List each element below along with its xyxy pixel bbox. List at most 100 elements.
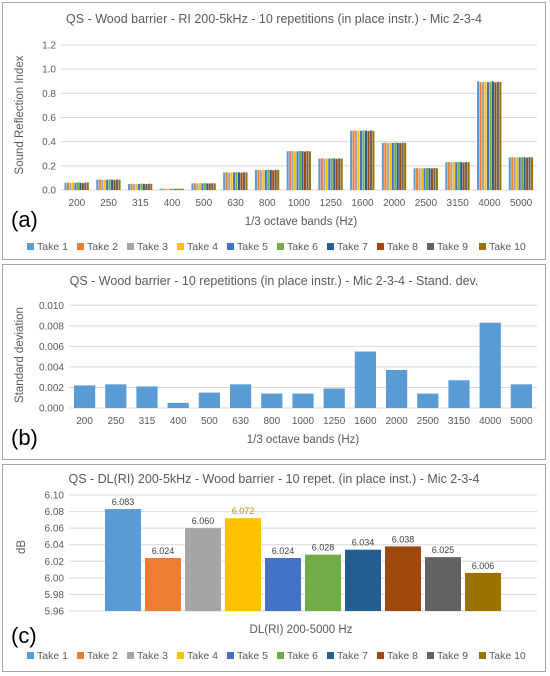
chart-a-bar [299, 150, 302, 190]
chart-c-legend-label: Take 2 [87, 650, 118, 662]
chart-a-bar [181, 188, 185, 190]
chart-b-xtick: 315 [139, 416, 156, 427]
chart-a-bar [404, 142, 407, 190]
chart-a-bar [391, 142, 394, 190]
chart-c-legend-label: Take 6 [287, 650, 318, 662]
chart-a: QS - Wood barrier - RI 200-5kHz - 10 rep… [11, 12, 537, 253]
chart-a-bar [159, 188, 162, 190]
chart-a-bar [428, 168, 431, 190]
chart-a-bar [518, 157, 521, 190]
chart-a-bar [174, 188, 177, 190]
chart-a-bar [167, 188, 170, 190]
chart-a-xtick: 2000 [383, 198, 406, 209]
chart-a-bar [499, 81, 502, 190]
chart-a-ytick: 0.8 [42, 89, 56, 100]
chart-b-xtick: 3150 [448, 416, 471, 427]
chart-a-bar [491, 81, 494, 190]
chart-c-legend-swatch [177, 652, 184, 659]
chart-c-legend-label: Take 5 [237, 650, 268, 662]
panel-letter-b: (b) [11, 425, 38, 450]
chart-a-bar [413, 168, 416, 190]
chart-a-bar [418, 168, 421, 190]
chart-b-xtick: 1250 [323, 416, 346, 427]
chart-c-legend-swatch [77, 652, 84, 659]
chart-c-data-label: 6.025 [432, 545, 455, 555]
chart-a-bar [330, 158, 333, 190]
panel-a: QS - Wood barrier - RI 200-5kHz - 10 rep… [2, 2, 546, 260]
chart-a-bar [223, 172, 226, 190]
panel-letter-c: (c) [11, 623, 37, 648]
chart-a-legend-swatch [377, 243, 384, 250]
chart-a-bar [79, 182, 82, 190]
chart-a-xtick: 630 [227, 198, 244, 209]
chart-a-bar [516, 157, 519, 190]
chart-a-bar [333, 158, 336, 190]
chart-a-bar [225, 172, 228, 190]
chart-c-title: QS - DL(RI) 200-5kHz - Wood barrier - 10… [68, 472, 479, 486]
chart-a-bar [447, 161, 450, 190]
chart-a-bar [108, 179, 111, 190]
chart-a-ytick: 0.4 [42, 137, 56, 148]
chart-b-xtick: 1000 [292, 416, 315, 427]
chart-c-legend-label: Take 9 [437, 650, 468, 662]
chart-b-bar [105, 384, 127, 408]
chart-a-bar [257, 169, 260, 190]
chart-a-bar [359, 130, 363, 190]
chart-a-bar [531, 157, 534, 190]
chart-a-bar [362, 130, 365, 190]
chart-a-bar [264, 170, 267, 190]
chart-a-bar [238, 172, 241, 190]
chart-b-xtick: 800 [263, 416, 280, 427]
chart-a-legend-swatch [77, 243, 84, 250]
chart-a-bar [116, 179, 119, 190]
chart-a-bar [71, 182, 74, 190]
chart-c-legend-label: Take 4 [187, 650, 218, 662]
chart-a-legend-swatch [27, 243, 34, 250]
chart-a-bar [127, 183, 131, 190]
chart-a-bar [162, 188, 165, 190]
chart-a-bar [381, 142, 384, 190]
chart-a-legend-swatch [177, 243, 184, 250]
chart-a-legend-label: Take 4 [187, 241, 218, 253]
chart-c-legend-swatch [277, 652, 284, 659]
chart-a-bar [308, 151, 311, 190]
chart-a-bar [172, 188, 175, 190]
panel-b: QS - Wood barrier - 10 repetitions (in p… [2, 264, 546, 460]
chart-a-bar [357, 130, 360, 190]
chart-a-bar [355, 130, 358, 190]
chart-a-bar [352, 130, 355, 190]
chart-c-data-label: 6.072 [232, 506, 255, 516]
chart-a-bar [494, 82, 497, 190]
chart-a-xtick: 800 [259, 198, 276, 209]
chart-a-bar [76, 182, 79, 190]
chart-a-xtick: 500 [195, 198, 212, 209]
chart-c: QS - DL(RI) 200-5kHz - Wood barrier - 10… [11, 472, 537, 662]
chart-a-legend-swatch [479, 243, 486, 250]
chart-c-ytick: 6.08 [45, 507, 65, 518]
chart-a-bar [228, 172, 231, 190]
chart-a-bar [86, 182, 89, 190]
chart-a-bar [384, 142, 387, 190]
chart-a-bar [196, 183, 199, 190]
chart-a-ytick: 0.2 [42, 161, 56, 172]
chart-a-bar [150, 183, 153, 190]
chart-a-bar [528, 157, 531, 190]
chart-a-ytick: 0.0 [42, 186, 56, 197]
chart-c-bar [465, 572, 501, 611]
chart-c-data-label: 6.024 [152, 546, 175, 556]
chart-a-bar [508, 157, 511, 190]
chart-a-bar [272, 170, 275, 190]
chart-b-ytick: 0.006 [39, 342, 64, 353]
chart-a-bar [467, 162, 470, 190]
chart-a-bar [320, 158, 323, 190]
chart-b-bar [198, 392, 221, 408]
chart-a-bar [203, 183, 206, 190]
chart-a-bar [323, 158, 326, 190]
chart-a-bar [433, 168, 436, 190]
chart-a-bar [296, 151, 299, 190]
chart-a-bar [240, 172, 243, 190]
chart-a-bar [477, 81, 480, 190]
chart-c-ytick: 5.98 [45, 590, 65, 601]
chart-a-bar [274, 169, 277, 190]
chart-a-legend-label: Take 7 [337, 241, 368, 253]
